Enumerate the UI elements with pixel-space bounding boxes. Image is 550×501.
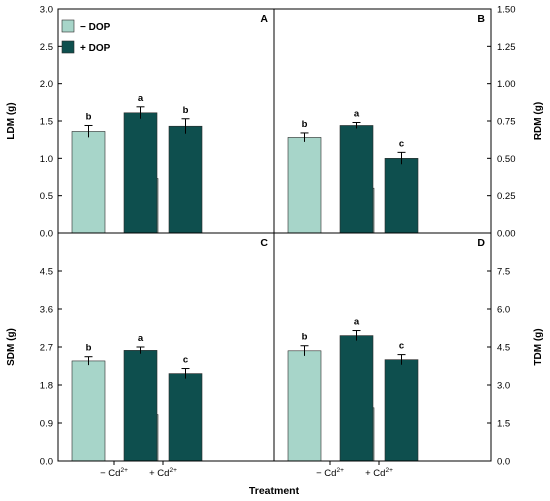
- panel-frame: [57, 8, 492, 462]
- y-tick-label: 0.00: [497, 229, 516, 240]
- y-tick-label: 1.25: [497, 42, 516, 53]
- significance-letter: a: [138, 93, 144, 104]
- y-tick-label: 1.00: [497, 79, 516, 90]
- y-tick-label: 6.0: [497, 305, 510, 316]
- bar: [384, 359, 419, 462]
- y-axis-title: RDM (g): [533, 102, 544, 140]
- x-tick-label-superscript: 2+: [385, 467, 393, 474]
- panel-letter: B: [477, 13, 485, 25]
- y-tick-label: 2.5: [40, 42, 53, 53]
- bar: [339, 125, 374, 234]
- significance-letter: a: [354, 108, 360, 119]
- significance-letter: c: [399, 341, 404, 352]
- y-tick-label: 1.5: [40, 117, 53, 128]
- bar: [71, 360, 106, 462]
- y-axis-title: SDM (g): [6, 328, 17, 366]
- legend: − DOP + DOP: [61, 19, 111, 54]
- y-tick-label: 3.0: [40, 5, 53, 16]
- y-tick-label: 1.0: [40, 154, 53, 165]
- bar: [168, 125, 203, 234]
- bar: [384, 158, 419, 234]
- y-tick-label: 0.0: [497, 457, 510, 468]
- y-tick-label: 3.0: [497, 381, 510, 392]
- x-tick-label-superscript: 2+: [336, 467, 344, 474]
- legend-swatch: [61, 40, 75, 54]
- y-tick-label: 3.6: [40, 305, 53, 316]
- y-tick-label: 0.5: [40, 191, 53, 202]
- y-tick-label: 0.0: [40, 457, 53, 468]
- bar: [339, 335, 374, 462]
- significance-letter: b: [302, 119, 308, 130]
- significance-letter: b: [86, 111, 92, 122]
- y-tick-label: 4.5: [40, 267, 53, 278]
- bar: [168, 373, 203, 462]
- y-tick-label: 0.0: [40, 229, 53, 240]
- y-tick-label: 2.0: [40, 79, 53, 90]
- y-tick-label: 1.50: [497, 5, 516, 16]
- significance-letter: c: [183, 355, 188, 366]
- legend-label: + DOP: [80, 43, 111, 54]
- bar: [287, 350, 322, 462]
- y-tick-label: 0.25: [497, 191, 516, 202]
- x-tick-label: − Cd2+: [100, 467, 128, 479]
- y-tick-label: 0.75: [497, 117, 516, 128]
- legend-swatch: [61, 19, 75, 33]
- panel-letter: C: [260, 237, 268, 249]
- significance-letter: b: [183, 105, 189, 116]
- x-axis-title: Treatment: [249, 485, 300, 497]
- y-axis-title: TDM (g): [533, 328, 544, 365]
- y-tick-label: 0.9: [40, 419, 53, 430]
- y-tick-label: 1.5: [497, 419, 510, 430]
- significance-letter: c: [399, 138, 404, 149]
- y-axis-title: LDM (g): [6, 102, 17, 139]
- y-tick-label: 2.7: [40, 343, 53, 354]
- bar: [123, 350, 158, 462]
- panel-letter: A: [260, 13, 268, 25]
- significance-letter: a: [138, 333, 144, 344]
- x-tick-label: − Cd2+: [316, 467, 344, 479]
- bar: [71, 131, 106, 234]
- x-axis: − Cd2+ + Cd2+ − Cd2+ + Cd2+: [100, 461, 393, 479]
- x-tick-label: + Cd2+: [149, 467, 177, 479]
- x-tick-label-superscript: 2+: [120, 467, 128, 474]
- y-tick-label: 1.8: [40, 381, 53, 392]
- significance-letter: b: [86, 343, 92, 354]
- significance-letter: b: [302, 332, 308, 343]
- y-tick-label: 7.5: [497, 267, 510, 278]
- x-tick-label: + Cd2+: [365, 467, 393, 479]
- significance-letter: a: [354, 317, 360, 328]
- bar: [123, 112, 158, 234]
- y-tick-label: 0.50: [497, 154, 516, 165]
- panel-letter: D: [477, 237, 485, 249]
- legend-label: − DOP: [80, 22, 111, 33]
- x-tick-label-superscript: 2+: [169, 467, 177, 474]
- y-tick-label: 4.5: [497, 343, 510, 354]
- bar: [287, 137, 322, 234]
